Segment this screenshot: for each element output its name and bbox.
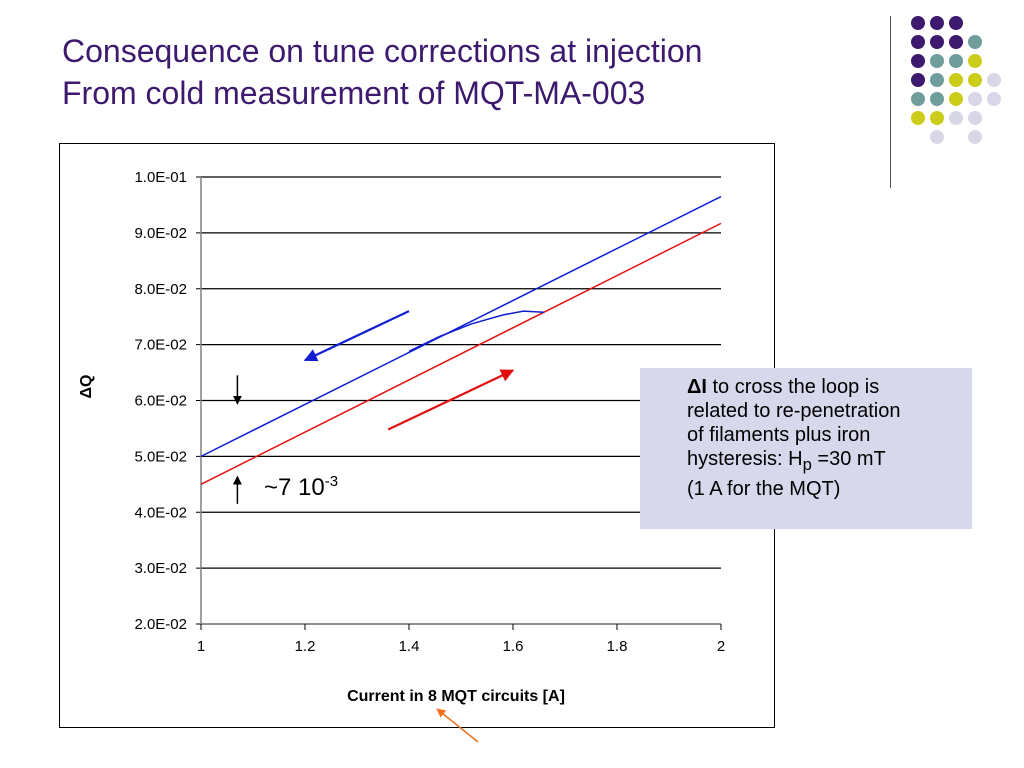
series-line-up <box>200 222 722 485</box>
title-line-2: From cold measurement of MQT-MA-003 <box>62 75 646 111</box>
decor-dot <box>930 16 944 30</box>
decor-dot-grid <box>911 16 1001 144</box>
y-tick-label: 9.0E-02 <box>134 225 187 242</box>
x-tick-label: 1.6 <box>503 638 524 655</box>
note-line-3: of filaments plus iron <box>687 424 871 446</box>
decor-dot <box>930 73 944 87</box>
note-line-1: to cross the loop is <box>706 376 880 398</box>
note-line-4: hysteresis: H <box>687 448 803 470</box>
series-line-down <box>200 195 722 458</box>
explanation-note: ΔI to cross the loop is related to re-pe… <box>640 368 972 529</box>
y-axis-label: ΔQ <box>78 375 95 399</box>
y-tick-label: 1.0E-01 <box>134 169 187 186</box>
decor-dot <box>949 92 963 106</box>
title-line-1: Consequence on tune corrections at injec… <box>62 33 703 69</box>
decor-dot <box>968 111 982 125</box>
y-tick-label: 6.0E-02 <box>134 393 187 410</box>
decor-dot <box>987 92 1001 106</box>
decor-dot <box>911 54 925 68</box>
decor-dot <box>911 73 925 87</box>
note-delta-i: ΔI <box>687 376 707 398</box>
y-tick-label: 4.0E-02 <box>134 504 187 521</box>
gap-annotation: ~7 10-3 <box>264 473 338 502</box>
decor-dot <box>968 92 982 106</box>
note-line-4-value: =30 mT <box>811 448 886 470</box>
y-tick-label: 2.0E-02 <box>134 616 187 633</box>
decor-dot <box>930 130 944 144</box>
gap-annotation-base: ~7 10 <box>264 474 325 501</box>
decor-dot <box>949 73 963 87</box>
x-tick-label: 1.4 <box>399 638 420 655</box>
decor-dot <box>930 54 944 68</box>
decor-dot <box>911 92 925 106</box>
note-line-5: (1 A for the MQT) <box>687 478 841 500</box>
x-tick-label: 1 <box>197 638 205 655</box>
decor-dot <box>949 54 963 68</box>
y-tick-label: 5.0E-02 <box>134 448 187 465</box>
decor-dot <box>930 111 944 125</box>
decor-dot <box>987 73 1001 87</box>
decor-dot <box>930 92 944 106</box>
decor-dot <box>911 35 925 49</box>
decor-dot <box>968 130 982 144</box>
decor-dot <box>949 111 963 125</box>
direction-arrow-up_dir <box>387 369 515 431</box>
decor-dot <box>968 54 982 68</box>
x-tick-label: 1.8 <box>607 638 628 655</box>
decor-dot <box>949 35 963 49</box>
y-tick-label: 3.0E-02 <box>134 560 187 577</box>
y-tick-label: 8.0E-02 <box>134 281 187 298</box>
pointer-arrow <box>436 708 479 743</box>
y-tick-label: 7.0E-02 <box>134 337 187 354</box>
decor-divider-line <box>890 16 891 188</box>
decor-dot <box>968 73 982 87</box>
gap-annotation-exponent: -3 <box>324 473 339 490</box>
note-subscript: p <box>802 455 812 474</box>
note-line-2: related to re-penetration <box>687 400 901 422</box>
decor-dot <box>949 16 963 30</box>
series-line-loop <box>408 310 545 353</box>
x-axis-label: Current in 8 MQT circuits [A] <box>347 688 565 705</box>
x-tick-label: 2 <box>717 638 725 655</box>
decor-dot <box>930 35 944 49</box>
direction-arrow-down_dir <box>303 310 410 362</box>
x-tick-label: 1.2 <box>295 638 316 655</box>
slide-title: Consequence on tune corrections at injec… <box>62 30 702 114</box>
decor-dot <box>911 16 925 30</box>
decor-dot <box>968 35 982 49</box>
decor-dot <box>911 111 925 125</box>
